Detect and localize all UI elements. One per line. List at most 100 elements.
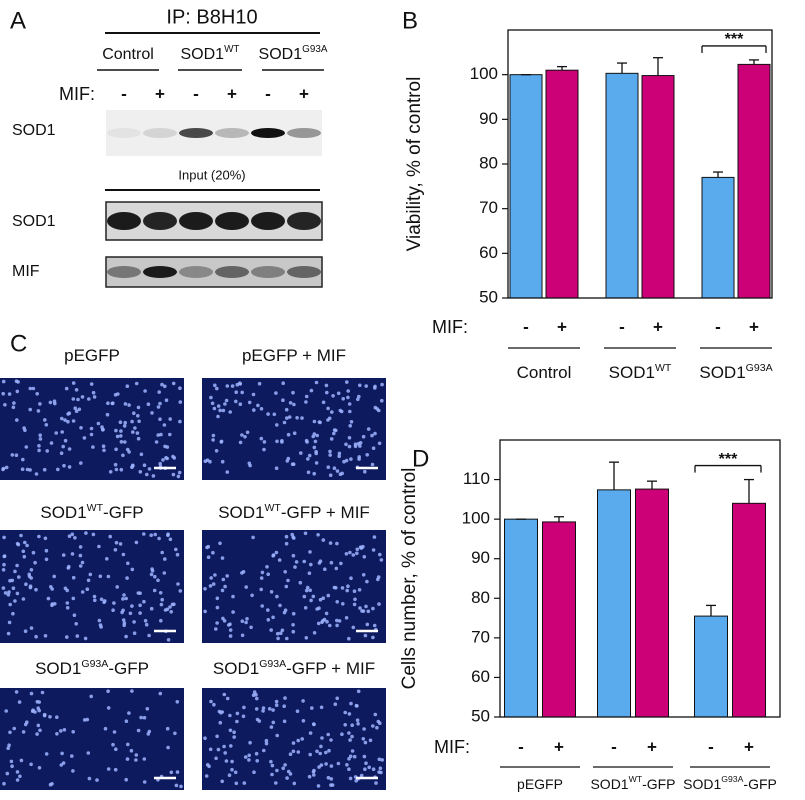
nucleus — [228, 713, 232, 718]
nucleus — [213, 383, 217, 388]
x-tick-label: - — [611, 737, 617, 756]
nucleus — [152, 588, 157, 593]
nucleus — [175, 552, 180, 557]
nucleus — [266, 572, 271, 576]
nucleus — [115, 434, 120, 439]
nucleus — [312, 722, 316, 726]
y-tick-label: 100 — [470, 64, 498, 83]
mif-sign: - — [193, 84, 199, 103]
nucleus — [257, 381, 262, 386]
nucleus — [348, 550, 352, 555]
nucleus — [22, 426, 26, 430]
nucleus — [136, 405, 141, 410]
label-name: SOD1 — [213, 659, 259, 678]
nucleus — [264, 738, 269, 743]
error-bar — [609, 461, 619, 490]
nucleus — [362, 555, 367, 559]
blot-band — [107, 266, 141, 278]
nucleus — [252, 408, 256, 412]
significance-label: *** — [719, 451, 738, 468]
nucleus — [349, 420, 354, 424]
nucleus — [14, 690, 19, 694]
nucleus — [19, 533, 23, 538]
nucleus — [326, 593, 331, 598]
nucleus — [147, 633, 151, 638]
nucleus — [8, 578, 12, 583]
nucleus — [298, 580, 303, 585]
nucleus — [48, 782, 53, 787]
nucleus — [87, 397, 91, 401]
nucleus — [307, 453, 312, 458]
nucleus — [123, 402, 128, 406]
bar — [694, 615, 728, 718]
bar — [732, 502, 766, 718]
nucleus — [324, 750, 328, 755]
nucleus — [209, 699, 213, 704]
nucleus — [36, 723, 41, 728]
nucleus — [121, 597, 125, 601]
label: SOD1G93A — [259, 44, 328, 63]
nucleus — [1, 379, 6, 384]
blot — [105, 256, 323, 288]
nucleus — [21, 549, 26, 554]
nucleus — [329, 738, 333, 742]
nucleus — [4, 709, 8, 713]
nucleus — [291, 629, 296, 634]
nucleus — [285, 416, 289, 420]
nucleus — [97, 544, 101, 549]
nucleus — [335, 696, 340, 701]
nucleus — [316, 784, 321, 788]
nucleus — [138, 603, 142, 608]
nucleus — [348, 776, 353, 781]
nucleus — [115, 585, 119, 589]
nucleus — [150, 411, 154, 415]
row-label: SOD1 — [12, 122, 56, 139]
nucleus — [29, 762, 33, 767]
nucleus — [371, 606, 375, 611]
nucleus — [353, 597, 357, 602]
nucleus — [211, 550, 215, 555]
nucleus — [348, 738, 352, 742]
bar — [542, 521, 576, 718]
nucleus — [176, 582, 180, 586]
nucleus — [111, 608, 115, 612]
nucleus — [308, 752, 313, 757]
nucleus — [293, 565, 297, 569]
nucleus — [259, 576, 264, 580]
nucleus — [20, 467, 25, 472]
y-axis-label: Viability, % of control — [404, 77, 425, 252]
nucleus — [139, 452, 144, 457]
nucleus — [54, 431, 58, 435]
nucleus — [61, 553, 66, 557]
nucleus — [319, 705, 324, 710]
nucleus — [78, 553, 83, 558]
nucleus — [63, 586, 68, 591]
nucleus — [179, 784, 183, 789]
nucleus — [214, 756, 218, 761]
nucleus — [247, 753, 251, 758]
error-bar — [653, 57, 663, 76]
nucleus — [250, 593, 254, 598]
nucleus — [216, 747, 221, 752]
nucleus — [97, 618, 102, 623]
nucleus — [212, 406, 217, 411]
nucleus — [228, 410, 232, 414]
nucleus — [160, 597, 164, 602]
nucleus — [301, 699, 305, 703]
nucleus — [286, 769, 291, 774]
nucleus — [45, 449, 49, 453]
nucleus — [255, 759, 259, 763]
nucleus — [147, 467, 152, 471]
nucleus — [260, 604, 265, 608]
nucleus — [291, 611, 296, 616]
nucleus — [89, 382, 94, 386]
nucleus — [234, 781, 239, 786]
nucleus — [261, 706, 266, 710]
bar — [504, 518, 538, 718]
label-suffix: -GFP + MIF — [286, 659, 375, 678]
nucleus — [291, 553, 296, 558]
error-bar — [617, 62, 627, 74]
nucleus — [311, 770, 316, 774]
nucleus — [380, 382, 384, 387]
nucleus — [373, 386, 377, 390]
